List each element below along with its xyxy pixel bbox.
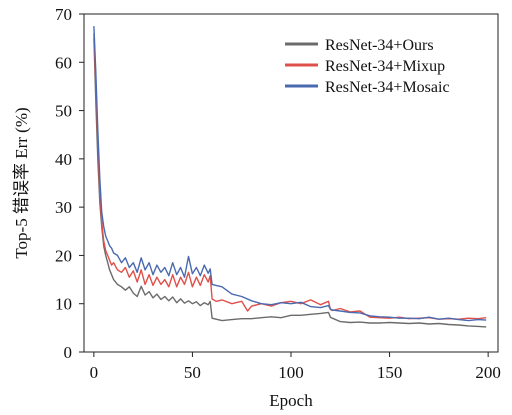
x-tick-label: 100: [278, 363, 304, 382]
series-lines: [93, 26, 487, 328]
legend-label: ResNet-34+Mosaic: [325, 79, 450, 96]
x-tick-label: 150: [377, 363, 403, 382]
legend: ResNet-34+Ours ResNet-34+Mixup ResNet-34+M…: [285, 37, 450, 96]
x-axis-title: Epoch: [269, 391, 313, 410]
x-tick-label: 50: [184, 363, 201, 382]
x-tick-label: 200: [475, 363, 501, 382]
y-tick-label: 50: [55, 102, 72, 121]
legend-label: ResNet-34+Mixup: [325, 58, 445, 75]
y-tick-label: 10: [55, 295, 72, 314]
series-line-1: [93, 38, 487, 328]
tick-labels: 0 50 100 150 200 0 10 20 30 40 50 60 70: [55, 5, 501, 382]
x-tick-label: 0: [90, 363, 99, 382]
y-tick-label: 40: [55, 150, 72, 169]
series-line-3: [93, 26, 487, 322]
axis-ticks: [79, 13, 489, 357]
y-tick-label: 70: [55, 5, 72, 24]
y-tick-label: 30: [55, 198, 72, 217]
y-axis-title: Top-5 错误率 Err (%): [12, 107, 31, 258]
plot-frame: [83, 13, 499, 353]
y-tick-label: 0: [64, 343, 73, 362]
series-line-2: [93, 33, 487, 320]
y-tick-label: 20: [55, 246, 72, 265]
legend-label: ResNet-34+Ours: [325, 37, 434, 54]
y-tick-label: 60: [55, 53, 72, 72]
